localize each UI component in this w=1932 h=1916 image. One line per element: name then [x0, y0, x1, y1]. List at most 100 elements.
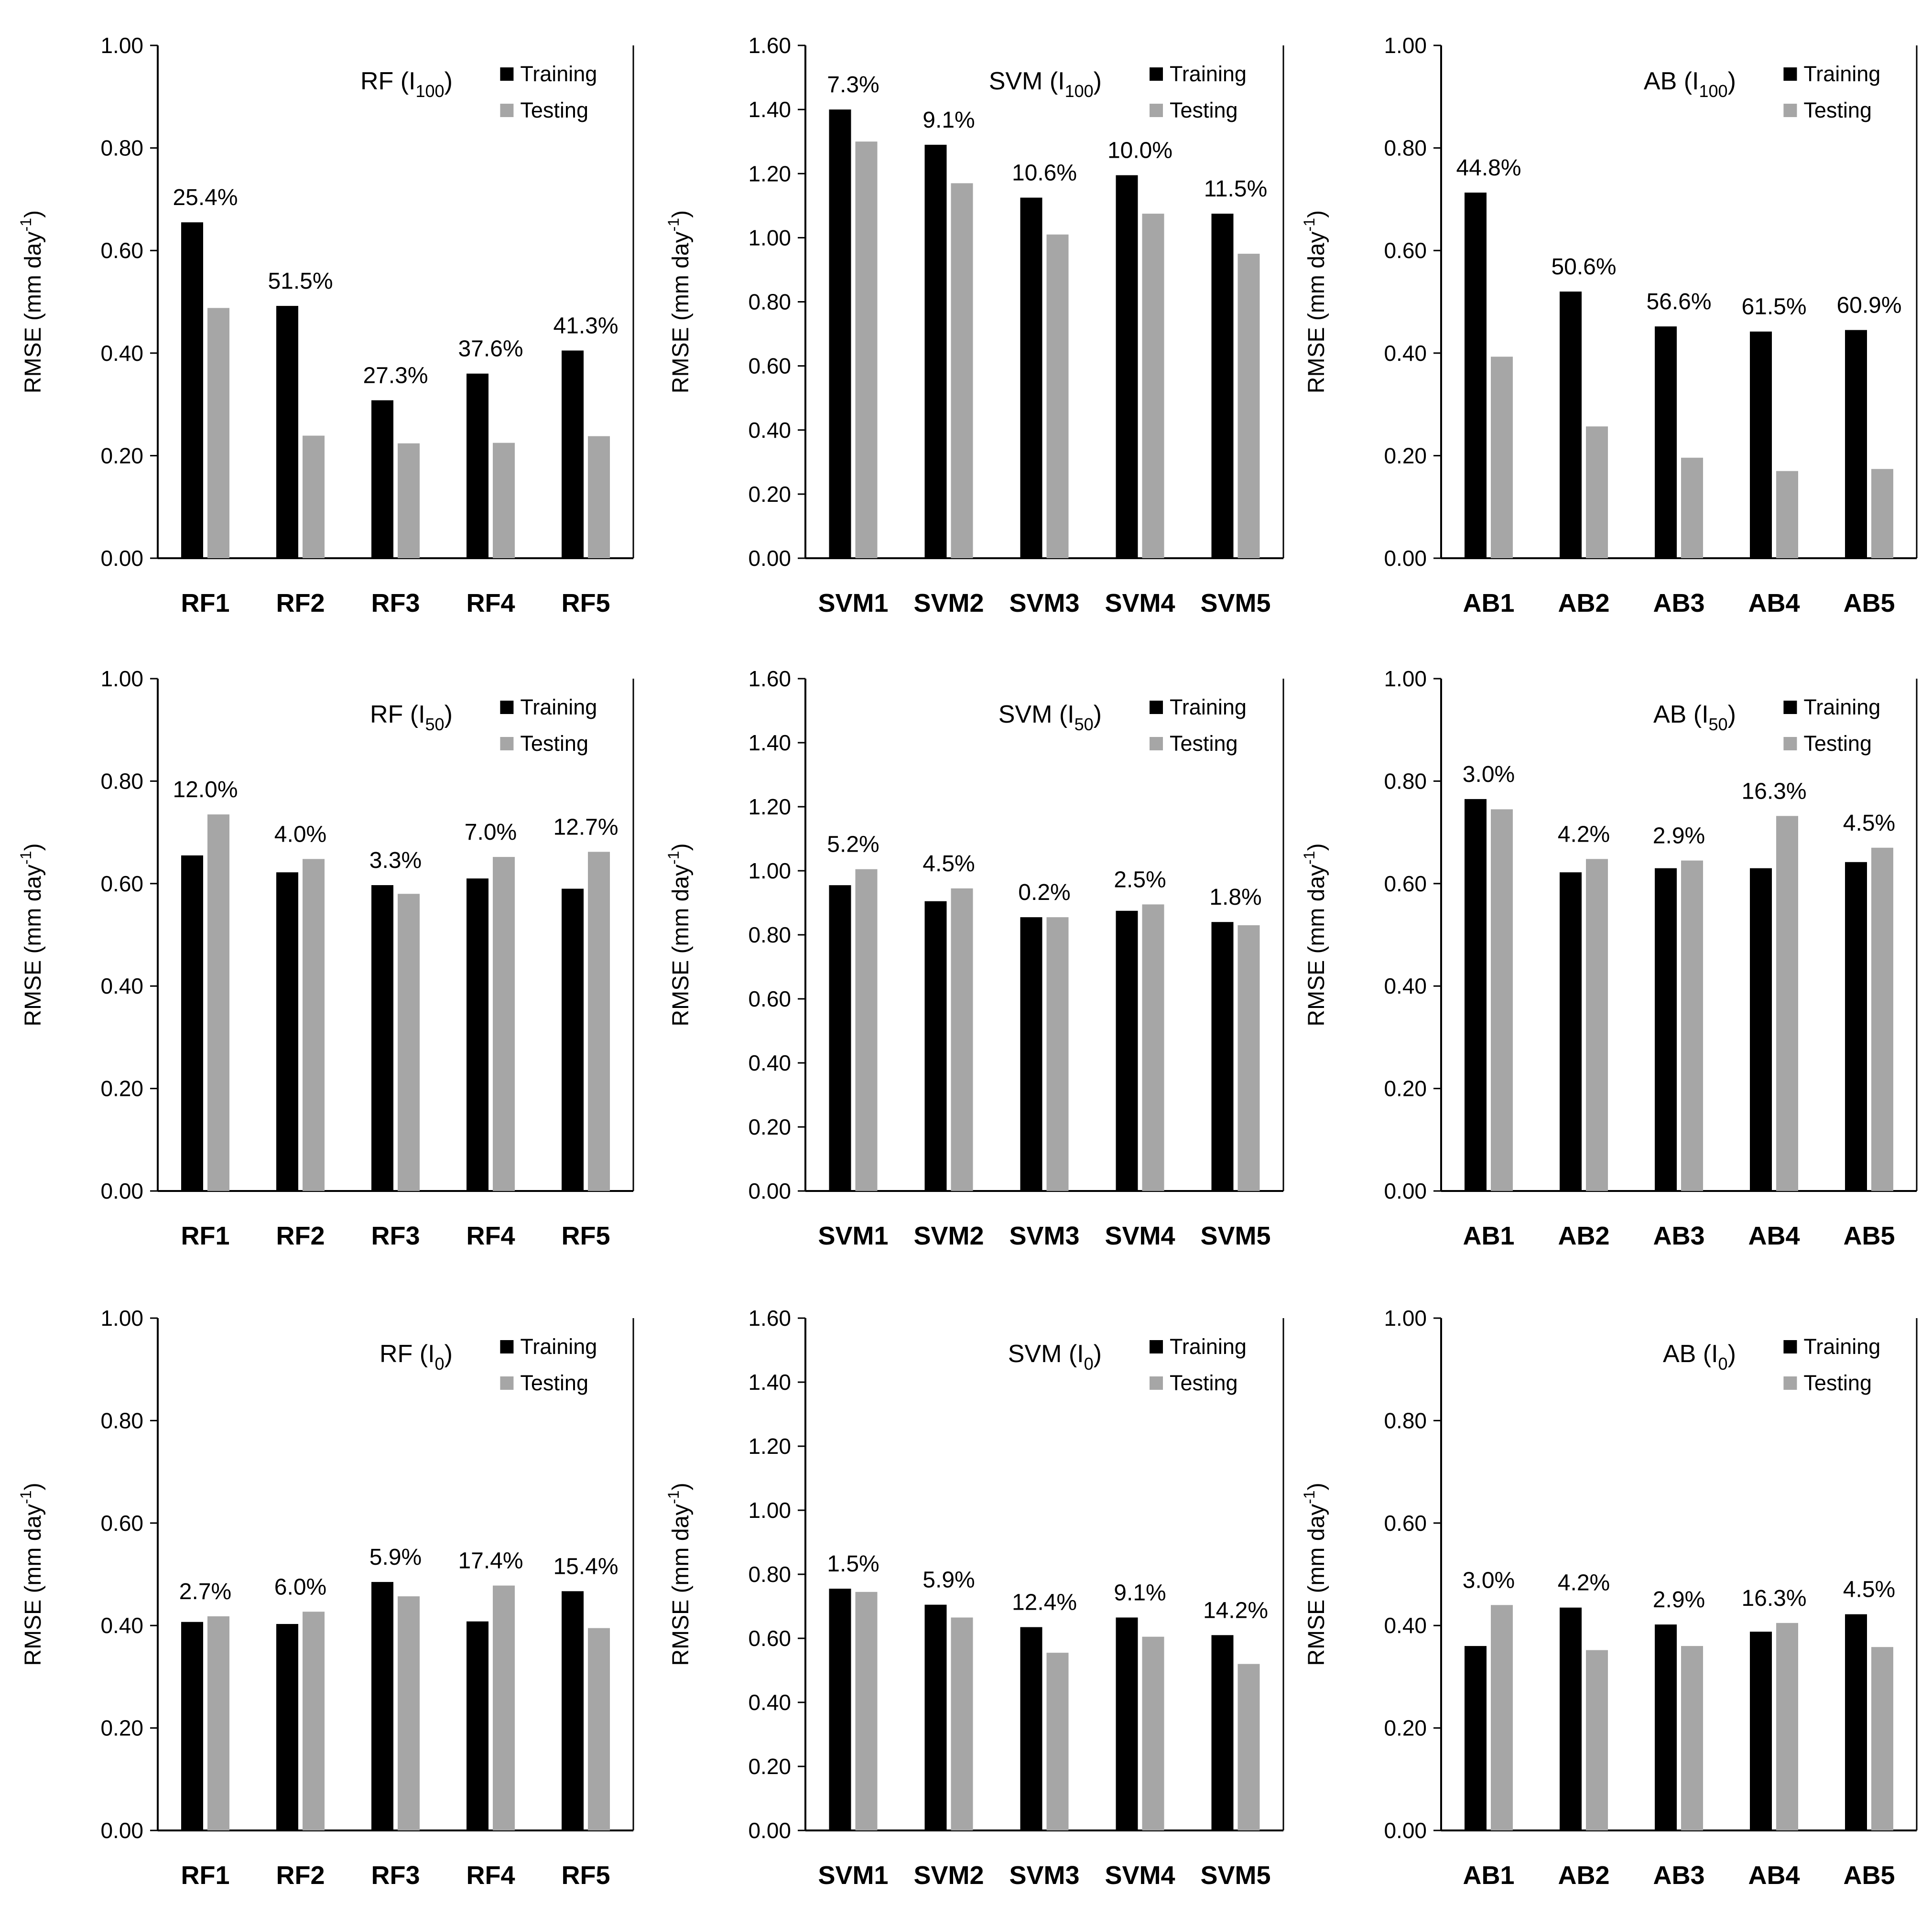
y-axis-title: RMSE (mm day-1) — [1301, 1483, 1329, 1666]
y-tick-label: 0.20 — [100, 1716, 143, 1741]
y-tick-label: 0.00 — [748, 1818, 791, 1843]
data-label: 5.9% — [369, 1545, 422, 1570]
legend-label-training: Training — [1803, 695, 1880, 719]
bar-training-svm1 — [829, 1589, 851, 1830]
x-tick-label: SVM1 — [818, 1861, 888, 1890]
bar-training-rf4 — [467, 1621, 488, 1830]
y-axis-title-main: RMSE (mm day — [21, 231, 46, 393]
y-tick-label: 0.40 — [100, 974, 143, 998]
y-axis-title: RMSE (mm day-1) — [17, 843, 46, 1026]
y-axis-title-end: ) — [21, 1483, 46, 1490]
y-tick-label: 1.00 — [100, 33, 143, 58]
y-axis-title-end: ) — [668, 1483, 694, 1490]
bar-training-svm1 — [829, 109, 851, 558]
x-tick-label: RF3 — [371, 589, 420, 617]
y-tick-label: 0.80 — [1384, 1408, 1427, 1433]
data-label: 9.1% — [1114, 1580, 1166, 1605]
y-axis-title-end: ) — [1304, 1483, 1329, 1490]
y-tick-label: 1.60 — [748, 33, 791, 58]
bar-testing-svm4 — [1142, 904, 1164, 1191]
bar-training-rf3 — [371, 1582, 393, 1830]
bar-testing-ab4 — [1776, 816, 1798, 1191]
y-axis-title-main: RMSE (mm day — [1304, 231, 1329, 393]
legend-label-training: Training — [520, 1334, 597, 1359]
y-tick-label: 0.00 — [100, 1818, 143, 1843]
bar-training-ab5 — [1845, 1614, 1867, 1830]
data-label: 5.9% — [923, 1568, 975, 1593]
y-tick-label: 0.60 — [748, 1626, 791, 1651]
x-tick-label: AB2 — [1558, 1222, 1609, 1250]
y-axis-title: RMSE (mm day-1) — [665, 210, 694, 393]
panel-8: 0.00 0.20 0.40 0.60 0.80 1.00 1.20 1.40 1.60 RMSE… — [665, 1306, 1284, 1890]
bar-testing-svm5 — [1237, 925, 1260, 1191]
bar-testing-svm1 — [855, 1591, 878, 1830]
bar-testing-ab1 — [1491, 357, 1513, 558]
data-label: 9.1% — [923, 108, 975, 133]
data-label: 5.2% — [827, 832, 879, 857]
data-label: 7.0% — [465, 820, 517, 845]
bar-training-rf1 — [181, 855, 203, 1191]
y-tick-label: 0.40 — [748, 1050, 791, 1075]
panel-title-main: RF (I — [380, 1340, 435, 1368]
bar-testing-ab3 — [1681, 1646, 1703, 1830]
y-axis-title: RMSE (mm day-1) — [1301, 210, 1329, 393]
panel-title-sub: 50 — [1075, 714, 1094, 734]
bar-training-svm4 — [1116, 175, 1138, 558]
panel-title-main: SVM (I — [1008, 1340, 1084, 1368]
legend-label-testing: Testing — [1803, 731, 1872, 756]
y-tick-label: 1.60 — [748, 666, 791, 691]
x-tick-label: SVM5 — [1200, 589, 1270, 617]
y-tick-label: 1.00 — [748, 225, 791, 250]
y-tick-label: 1.00 — [100, 666, 143, 691]
bar-training-rf5 — [562, 350, 584, 558]
bar-testing-rf5 — [588, 1628, 610, 1830]
panel-title-sub: 0 — [435, 1354, 445, 1374]
legend-swatch-training — [500, 67, 514, 81]
legend-swatch-testing — [500, 1376, 514, 1390]
bar-training-rf2 — [276, 1624, 298, 1830]
data-label: 50.6% — [1551, 254, 1616, 280]
legend-swatch-training — [1783, 1340, 1797, 1353]
bar-training-svm5 — [1211, 922, 1234, 1191]
data-label: 1.8% — [1209, 885, 1261, 910]
bar-testing-rf5 — [588, 436, 610, 558]
bar-training-svm4 — [1116, 910, 1138, 1191]
x-tick-label: AB1 — [1463, 589, 1514, 617]
y-tick-label: 1.60 — [748, 1306, 791, 1331]
x-tick-label: RF3 — [371, 1222, 420, 1250]
legend-label-training: Training — [1170, 62, 1247, 86]
bar-testing-svm4 — [1142, 214, 1164, 558]
bar-testing-svm2 — [951, 183, 973, 558]
bar-training-ab4 — [1750, 1632, 1772, 1830]
x-tick-label: SVM5 — [1200, 1861, 1270, 1890]
y-tick-label: 1.40 — [748, 97, 791, 122]
y-axis-title-sup: -1 — [665, 218, 682, 231]
legend-label-training: Training — [520, 695, 597, 719]
x-tick-label: AB5 — [1843, 1222, 1895, 1250]
bar-testing-rf3 — [398, 894, 420, 1191]
panel-title: SVM (I50) — [999, 701, 1102, 734]
x-tick-label: AB5 — [1843, 589, 1895, 617]
x-tick-label: RF4 — [466, 1222, 515, 1250]
y-tick-label: 1.40 — [748, 1370, 791, 1395]
y-axis-title-sup: -1 — [665, 851, 682, 864]
y-axis-title-main: RMSE (mm day — [1304, 865, 1329, 1027]
legend-label-testing: Testing — [520, 1371, 588, 1395]
panel-title: SVM (I100) — [989, 67, 1102, 101]
bar-training-ab3 — [1655, 1624, 1677, 1830]
bar-training-svm5 — [1211, 1635, 1234, 1830]
bar-testing-svm3 — [1046, 917, 1069, 1191]
data-label: 11.5% — [1204, 176, 1268, 202]
panel-title-end: ) — [1094, 701, 1102, 728]
x-tick-label: RF1 — [181, 1222, 229, 1250]
bar-training-ab1 — [1465, 799, 1487, 1191]
bar-testing-svm1 — [855, 141, 878, 558]
y-tick-label: 0.00 — [100, 1179, 143, 1203]
